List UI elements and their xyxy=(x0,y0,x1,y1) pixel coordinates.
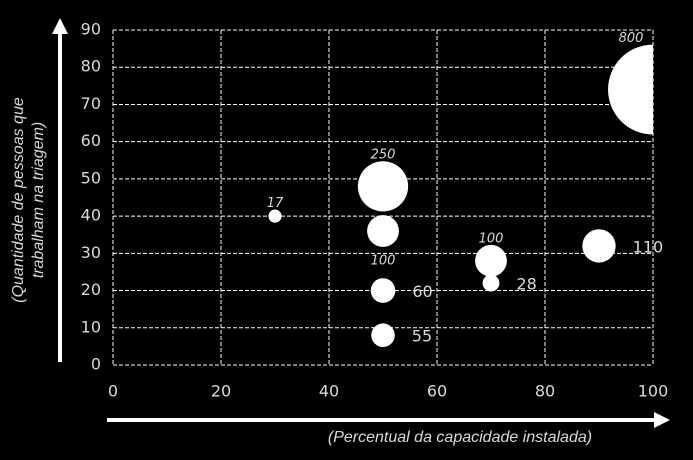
bubble xyxy=(482,274,500,292)
data-label: 250 xyxy=(371,148,396,163)
data-label: 17 xyxy=(267,196,284,211)
x-tick-label: 80 xyxy=(535,382,555,401)
y-tick-label: 90 xyxy=(81,20,101,39)
data-label: 100 xyxy=(479,231,504,246)
data-label: 55 xyxy=(412,327,432,346)
data-label: 800 xyxy=(619,31,644,46)
data-label: 100 xyxy=(371,253,396,268)
y-tick-label: 80 xyxy=(81,57,101,76)
bubble xyxy=(367,215,399,247)
y-tick-label: 50 xyxy=(81,168,101,187)
bubble xyxy=(582,229,616,263)
data-label: 60 xyxy=(412,282,432,301)
x-tick-label: 100 xyxy=(638,382,669,401)
bubble xyxy=(371,323,395,348)
y-tick-label: 70 xyxy=(81,94,101,113)
x-tick-label: 20 xyxy=(211,382,231,401)
bubble xyxy=(475,244,507,277)
x-tick-label: 0 xyxy=(108,382,118,401)
bubble xyxy=(370,278,396,303)
bubble xyxy=(357,161,409,212)
y-tick-label: 20 xyxy=(81,280,101,299)
data-label: 110 xyxy=(633,237,664,256)
y-axis-label-line: trabalham na triagem) xyxy=(30,122,47,279)
y-tick-label: 30 xyxy=(81,243,101,262)
bubble xyxy=(608,44,653,135)
y-tick-label: 40 xyxy=(81,206,101,225)
y-tick-label: 0 xyxy=(91,355,101,374)
x-tick-label: 60 xyxy=(427,382,447,401)
y-axis-label-line: (Quantidade de pessoas que xyxy=(10,97,27,303)
x-axis-label: (Percentual da capacidade instalada) xyxy=(328,429,592,446)
x-tick-label: 40 xyxy=(319,382,339,401)
data-label: 28 xyxy=(516,275,536,294)
y-axis-label: (Quantidade de pessoas que trabalham na … xyxy=(10,97,47,303)
plot-area xyxy=(268,44,653,348)
y-tick-label: 10 xyxy=(81,317,101,336)
bubble xyxy=(268,209,282,223)
y-tick-label: 60 xyxy=(81,131,101,150)
